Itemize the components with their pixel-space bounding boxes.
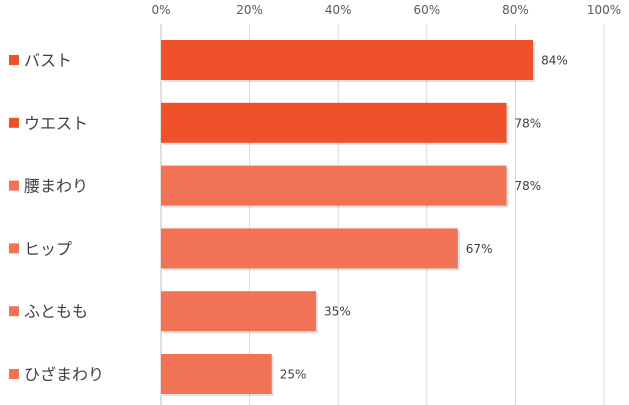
- data-label: 78%: [515, 179, 542, 193]
- legend-swatch: [9, 180, 19, 191]
- legend-swatch: [9, 243, 19, 254]
- legend-swatch: [9, 306, 19, 317]
- x-tick-label: 40%: [325, 3, 352, 17]
- bar: [161, 228, 458, 269]
- bars: 84% 78% 78% 67% 35% 25%: [161, 40, 568, 396]
- x-tick-label: 100%: [587, 3, 621, 17]
- data-label: 67%: [466, 242, 493, 256]
- category-label: ウエスト: [24, 114, 88, 133]
- x-tick-label: 60%: [413, 3, 440, 17]
- bar: [161, 291, 317, 332]
- legend-swatch: [9, 369, 19, 379]
- legend-swatch: [9, 55, 19, 65]
- x-tick-label: 20%: [236, 3, 263, 17]
- x-tick-label: 80%: [502, 3, 529, 17]
- category-label: ひざまわり: [24, 365, 104, 384]
- data-label: 78%: [515, 116, 542, 130]
- bar: [161, 40, 534, 80]
- x-axis-ticks: 0% 20% 40% 60% 80% 100%: [151, 3, 621, 17]
- category-label: バスト: [24, 51, 72, 70]
- data-label: 25%: [280, 368, 307, 382]
- category-label: ふともも: [24, 302, 88, 321]
- category-label: 腰まわり: [24, 177, 88, 196]
- gridlines: [160, 24, 605, 405]
- data-label: 35%: [324, 305, 351, 319]
- bar: [161, 102, 507, 143]
- bar: [161, 354, 272, 394]
- bar: [161, 165, 507, 206]
- legend-swatch: [9, 117, 19, 128]
- x-tick-label: 0%: [151, 3, 170, 17]
- category-label: ヒップ: [24, 239, 72, 258]
- data-label: 84%: [541, 54, 568, 68]
